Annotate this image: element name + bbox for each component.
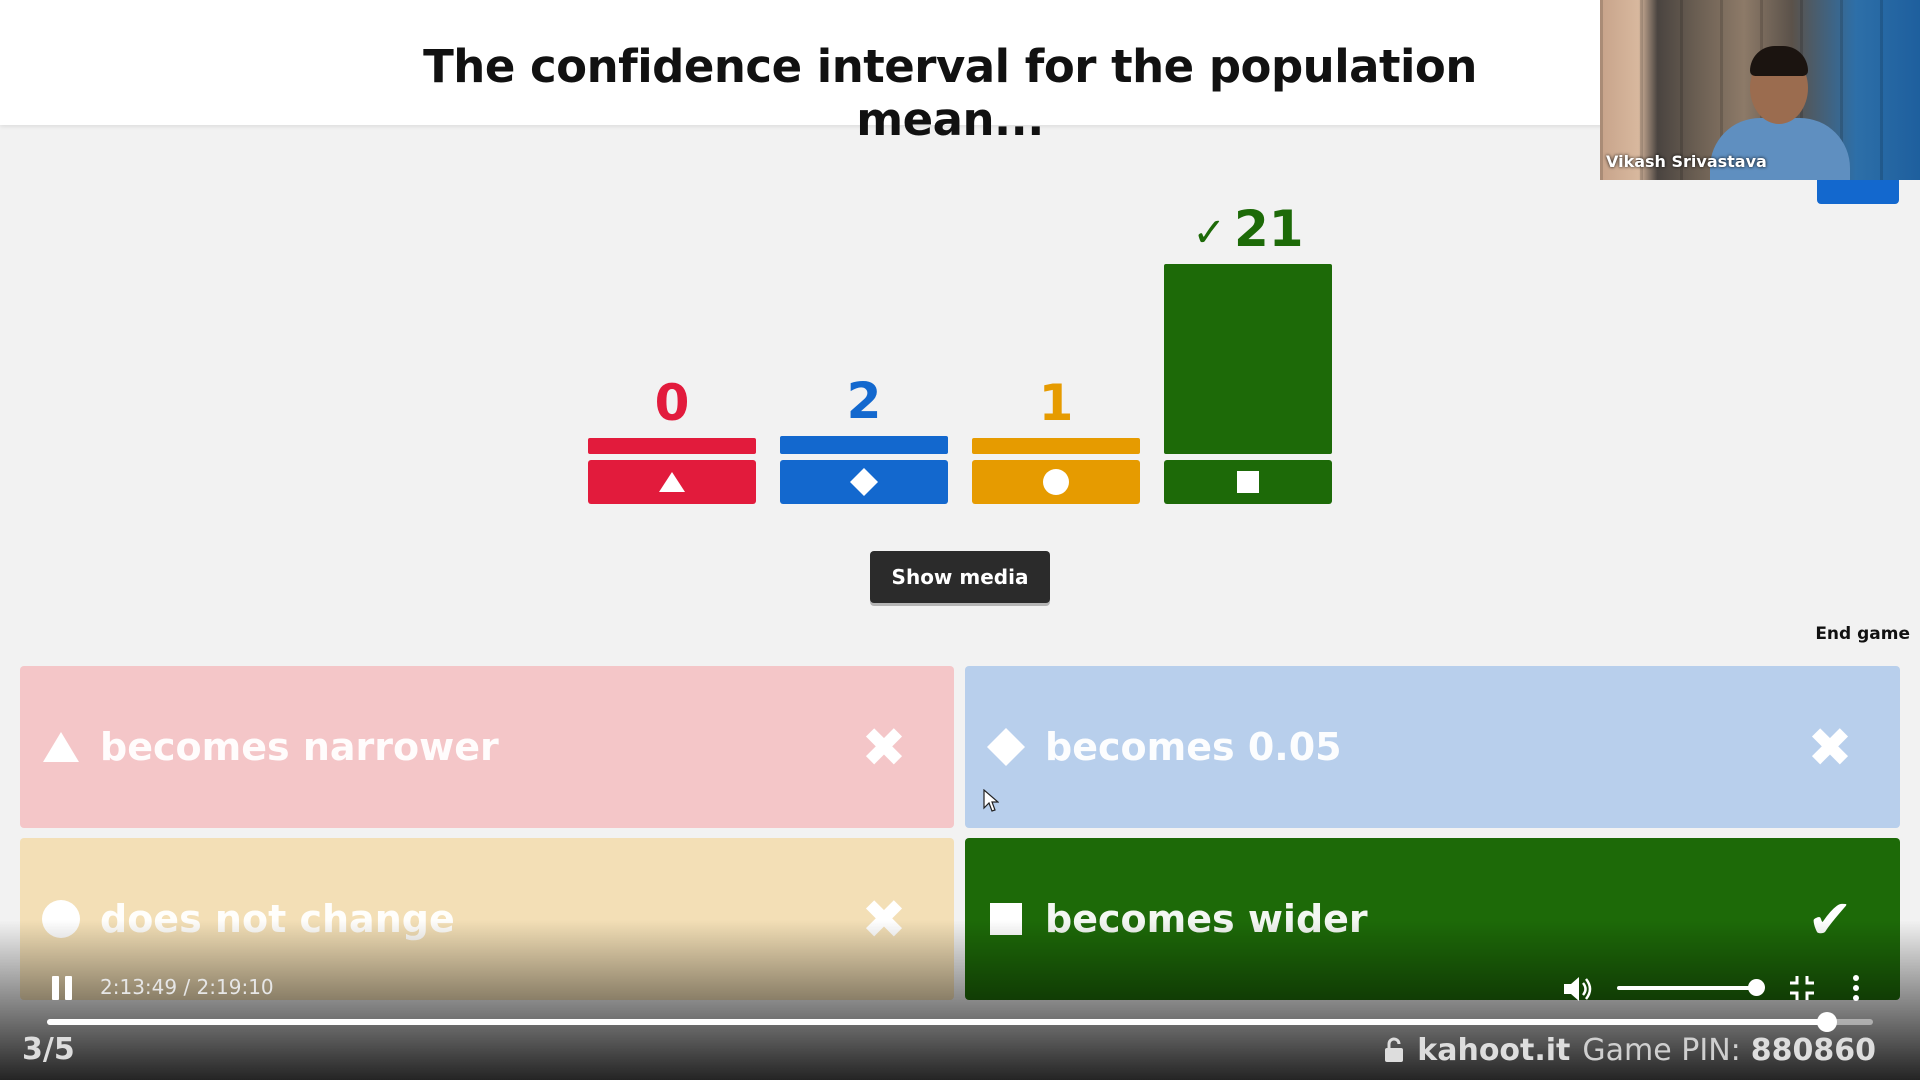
diamond-icon bbox=[850, 468, 878, 496]
next-button-partial[interactable] bbox=[1817, 180, 1899, 204]
show-media-button[interactable]: Show media bbox=[870, 551, 1050, 603]
brand-name: kahoot.it bbox=[1417, 1032, 1571, 1068]
time-display: 2:13:49 / 2:19:10 bbox=[100, 975, 274, 999]
answer-triangle[interactable]: becomes narrower ✖ bbox=[20, 666, 954, 828]
game-pin-value: 880860 bbox=[1750, 1032, 1876, 1068]
check-icon: ✓ bbox=[1192, 210, 1226, 256]
seek-bar-handle[interactable] bbox=[1817, 1012, 1838, 1032]
triangle-icon bbox=[659, 472, 685, 492]
question-title: The confidence interval for the populati… bbox=[423, 40, 1477, 146]
seek-bar-progress bbox=[47, 1019, 1828, 1025]
game-pin-footer: kahoot.it Game PIN: 880860 bbox=[1380, 1030, 1876, 1070]
volume-icon[interactable] bbox=[1562, 974, 1596, 1004]
bar-value-diamond: 2 bbox=[846, 371, 882, 430]
incorrect-icon: ✖ bbox=[861, 715, 907, 779]
square-icon bbox=[1237, 471, 1259, 493]
bar-icon-square bbox=[1164, 460, 1332, 504]
volume-slider[interactable] bbox=[1617, 986, 1757, 990]
video-player-overlay bbox=[0, 920, 1920, 1080]
answer-diamond[interactable]: becomes 0.05 ✖ bbox=[965, 666, 1900, 828]
answer-text: becomes 0.05 bbox=[1045, 725, 1342, 769]
bar-icon-circle bbox=[972, 460, 1140, 504]
bar-value-circle: 1 bbox=[1038, 374, 1074, 432]
circle-icon bbox=[1043, 469, 1069, 495]
bar-icon-triangle bbox=[588, 460, 756, 504]
webcam-video: Vikash Srivastava bbox=[1600, 0, 1920, 180]
volume-slider-handle[interactable] bbox=[1748, 979, 1765, 996]
presenter-body bbox=[1710, 118, 1850, 180]
answer-text: becomes narrower bbox=[100, 725, 499, 769]
mouse-cursor-icon bbox=[983, 789, 999, 812]
seek-bar[interactable] bbox=[47, 1019, 1873, 1025]
lock-icon[interactable] bbox=[1383, 1037, 1405, 1063]
incorrect-icon: ✖ bbox=[1807, 715, 1853, 779]
webcam-name-label: Vikash Srivastava bbox=[1606, 152, 1767, 171]
game-pin-label: Game PIN: bbox=[1582, 1032, 1741, 1068]
answer-results-chart: 0 2 1 ✓ 21 bbox=[0, 200, 1920, 520]
bar-square bbox=[1164, 264, 1332, 454]
bar-value-square: ✓ 21 bbox=[1192, 200, 1304, 258]
triangle-icon bbox=[40, 726, 82, 768]
exit-fullscreen-icon[interactable] bbox=[1788, 974, 1816, 1002]
bar-value-triangle: 0 bbox=[654, 374, 690, 432]
bar-circle bbox=[972, 438, 1140, 454]
pause-button[interactable] bbox=[52, 976, 80, 1002]
bar-icon-diamond bbox=[780, 460, 948, 504]
bar-diamond bbox=[780, 435, 948, 454]
diamond-icon bbox=[985, 726, 1027, 768]
more-options-icon[interactable] bbox=[1846, 974, 1866, 1002]
question-counter: 3/5 bbox=[22, 1032, 75, 1067]
bar-triangle bbox=[588, 438, 756, 454]
end-game-button[interactable]: End game bbox=[1815, 624, 1910, 644]
